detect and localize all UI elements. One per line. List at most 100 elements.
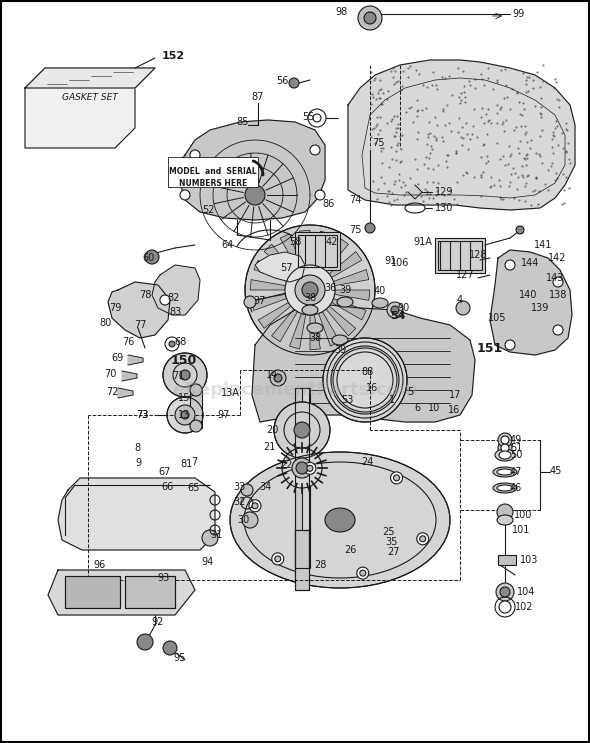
Text: 102: 102 bbox=[515, 602, 533, 612]
Text: 7: 7 bbox=[191, 457, 197, 467]
Ellipse shape bbox=[332, 335, 348, 345]
Text: 142: 142 bbox=[548, 253, 566, 263]
Text: 91A: 91A bbox=[413, 237, 432, 247]
Ellipse shape bbox=[497, 515, 513, 525]
Circle shape bbox=[456, 301, 470, 315]
Polygon shape bbox=[118, 388, 133, 398]
Text: 99: 99 bbox=[512, 9, 525, 19]
Circle shape bbox=[505, 260, 515, 270]
Ellipse shape bbox=[325, 508, 355, 532]
Circle shape bbox=[358, 6, 382, 30]
Ellipse shape bbox=[497, 485, 513, 491]
Text: 9: 9 bbox=[135, 458, 141, 468]
Circle shape bbox=[241, 484, 253, 496]
Polygon shape bbox=[252, 305, 475, 422]
Polygon shape bbox=[152, 265, 200, 315]
Polygon shape bbox=[408, 185, 422, 199]
Circle shape bbox=[181, 411, 189, 419]
Circle shape bbox=[313, 114, 321, 122]
Polygon shape bbox=[348, 60, 575, 210]
Text: 57: 57 bbox=[280, 263, 292, 273]
Text: 70: 70 bbox=[104, 369, 116, 379]
Text: 38: 38 bbox=[309, 333, 321, 343]
Ellipse shape bbox=[495, 449, 515, 461]
Circle shape bbox=[497, 504, 513, 520]
Text: 95: 95 bbox=[174, 653, 186, 663]
Circle shape bbox=[500, 587, 510, 597]
Text: 39: 39 bbox=[334, 345, 346, 355]
Text: 13A: 13A bbox=[221, 388, 240, 398]
Ellipse shape bbox=[497, 469, 513, 475]
Circle shape bbox=[553, 277, 563, 287]
Text: 45: 45 bbox=[550, 466, 562, 476]
Circle shape bbox=[175, 405, 195, 425]
Polygon shape bbox=[128, 355, 143, 365]
Text: 104: 104 bbox=[517, 587, 535, 597]
Text: 1: 1 bbox=[389, 395, 395, 405]
Polygon shape bbox=[323, 239, 349, 271]
Text: 52: 52 bbox=[202, 205, 214, 215]
Text: 47: 47 bbox=[510, 467, 522, 477]
Text: 31: 31 bbox=[210, 530, 222, 540]
Circle shape bbox=[516, 226, 524, 234]
Ellipse shape bbox=[372, 298, 388, 308]
Text: 105: 105 bbox=[488, 313, 506, 323]
Circle shape bbox=[242, 512, 258, 528]
Polygon shape bbox=[255, 252, 305, 282]
Circle shape bbox=[391, 306, 399, 314]
Polygon shape bbox=[25, 68, 155, 148]
Text: 69: 69 bbox=[111, 353, 123, 363]
Circle shape bbox=[292, 458, 312, 478]
Text: 78: 78 bbox=[139, 290, 151, 300]
Text: GASKET SET: GASKET SET bbox=[62, 94, 118, 103]
Circle shape bbox=[499, 601, 511, 613]
Text: 97: 97 bbox=[218, 410, 230, 420]
Circle shape bbox=[137, 634, 153, 650]
Text: 66: 66 bbox=[161, 482, 173, 492]
Text: 64: 64 bbox=[222, 240, 234, 250]
Ellipse shape bbox=[499, 451, 511, 459]
Text: 82: 82 bbox=[168, 293, 180, 303]
Polygon shape bbox=[271, 309, 297, 342]
Text: 129: 129 bbox=[435, 187, 454, 197]
Circle shape bbox=[275, 556, 281, 562]
Text: 16: 16 bbox=[448, 405, 460, 415]
Circle shape bbox=[202, 530, 218, 546]
Circle shape bbox=[394, 475, 399, 481]
Text: 13: 13 bbox=[178, 410, 190, 420]
Text: 42: 42 bbox=[326, 237, 338, 247]
Text: 21: 21 bbox=[264, 442, 276, 452]
Circle shape bbox=[360, 570, 366, 576]
Polygon shape bbox=[108, 282, 170, 338]
Circle shape bbox=[295, 275, 325, 305]
Text: 50: 50 bbox=[510, 450, 522, 460]
Text: MODEL  and  SERIAL: MODEL and SERIAL bbox=[169, 167, 257, 177]
Ellipse shape bbox=[307, 323, 323, 333]
Text: 77: 77 bbox=[134, 320, 146, 330]
Text: 26: 26 bbox=[344, 545, 356, 555]
Circle shape bbox=[274, 402, 330, 458]
Ellipse shape bbox=[493, 483, 517, 493]
Bar bbox=[190, 388, 202, 428]
Text: 46: 46 bbox=[510, 483, 522, 493]
Polygon shape bbox=[250, 279, 286, 290]
Text: 103: 103 bbox=[520, 555, 538, 565]
Text: 138: 138 bbox=[549, 290, 567, 300]
Text: 143: 143 bbox=[546, 273, 564, 283]
Text: 92: 92 bbox=[152, 617, 164, 627]
Bar bbox=[302, 388, 310, 568]
Text: 14: 14 bbox=[266, 370, 278, 380]
Circle shape bbox=[387, 302, 403, 318]
Ellipse shape bbox=[337, 297, 353, 307]
Polygon shape bbox=[314, 231, 330, 267]
Bar bbox=[438, 241, 482, 270]
Polygon shape bbox=[326, 306, 356, 336]
Text: 128: 128 bbox=[468, 250, 487, 260]
Text: 71: 71 bbox=[172, 371, 184, 381]
Text: 4: 4 bbox=[457, 295, 463, 305]
Ellipse shape bbox=[493, 467, 517, 477]
Circle shape bbox=[310, 145, 320, 155]
Circle shape bbox=[315, 190, 325, 200]
Circle shape bbox=[302, 282, 318, 298]
Bar bbox=[65, 576, 120, 608]
